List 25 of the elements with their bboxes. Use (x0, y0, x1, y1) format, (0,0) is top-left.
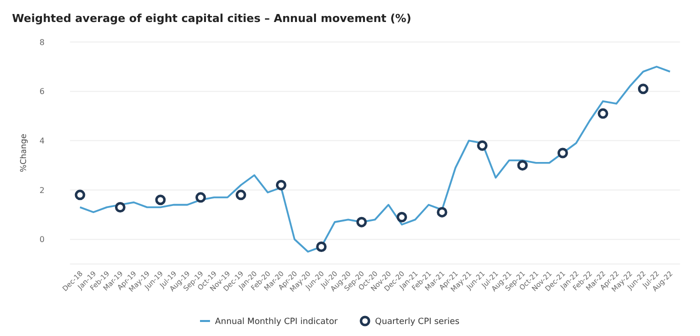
point (155, 194, 166, 206)
point (276, 180, 286, 190)
y-axis-title: %Change (19, 134, 28, 172)
point (557, 148, 568, 158)
y-tick-label: 4 (39, 136, 45, 146)
point (74, 190, 86, 200)
line-series (79, 66, 671, 253)
point (396, 212, 408, 222)
point (638, 84, 648, 94)
point (477, 140, 488, 151)
point (236, 190, 246, 200)
y-tick-label: 0 (39, 235, 45, 244)
point (356, 216, 367, 228)
y-tick-label: 2 (39, 186, 45, 195)
point (598, 108, 608, 119)
point (316, 241, 327, 252)
point (517, 160, 528, 171)
legend-label: Annual Monthly CPI indicator (215, 317, 338, 327)
y-tick-label: 8 (39, 38, 45, 47)
legend-label: Quarterly CPI series (375, 317, 460, 327)
chart-title: Weighted average of eight capital cities – Annual movement (%) (12, 12, 412, 25)
point (114, 202, 126, 213)
y-tick-label: 6 (39, 87, 45, 96)
point (195, 192, 206, 203)
point (436, 206, 448, 218)
